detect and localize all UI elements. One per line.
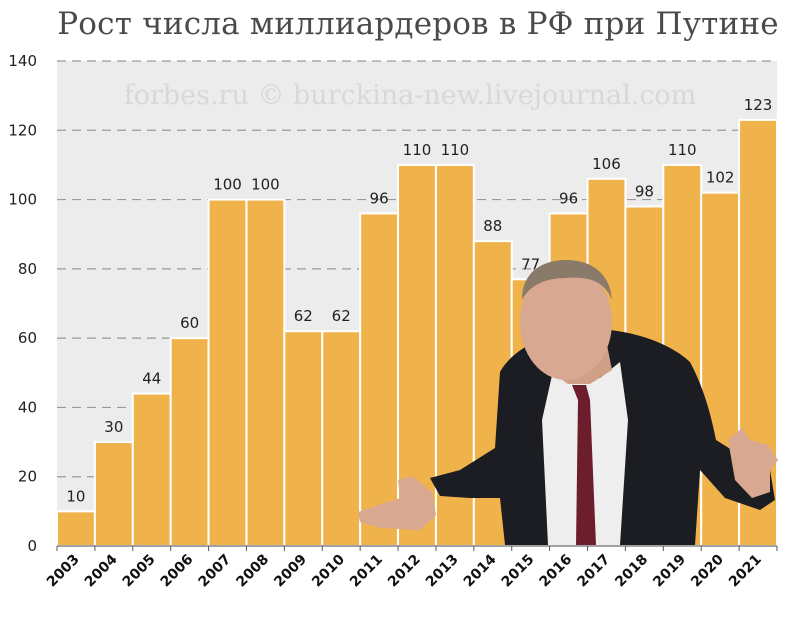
x-tick-label: 2013 xyxy=(423,552,462,591)
tie xyxy=(572,385,596,545)
x-tick-label: 2019 xyxy=(650,552,689,591)
bar xyxy=(131,392,172,548)
bar xyxy=(93,441,134,548)
bar xyxy=(359,212,400,548)
x-tick-label: 2008 xyxy=(233,552,272,591)
x-tick-label: 2012 xyxy=(385,552,424,591)
watermark-text: forbes.ru © burckina-new.livejournal.com xyxy=(124,80,697,111)
data-label: 110 xyxy=(403,141,432,159)
x-tick-label: 2006 xyxy=(158,552,197,591)
y-tick-label: 140 xyxy=(8,52,37,70)
data-label: 100 xyxy=(251,176,280,194)
y-tick-label: 100 xyxy=(8,191,37,209)
x-tick-label: 2014 xyxy=(461,551,500,590)
data-label: 96 xyxy=(370,189,389,207)
bar xyxy=(283,330,324,548)
data-label: 123 xyxy=(744,96,773,114)
x-tick-label: 2018 xyxy=(612,552,651,591)
data-labels-group: 10 30 44 60 100 100 62 62 96 110 110 88 77 96 106 98 110… xyxy=(66,96,772,505)
bar xyxy=(169,337,210,547)
data-label: 106 xyxy=(592,155,621,173)
data-label: 60 xyxy=(180,314,199,332)
y-tick-label: 40 xyxy=(18,398,37,416)
data-label: 30 xyxy=(104,418,123,436)
y-tick-label: 0 xyxy=(27,537,37,555)
data-label: 100 xyxy=(213,176,242,194)
person-photo xyxy=(358,260,778,545)
x-tick-label: 2020 xyxy=(688,551,727,590)
x-tick-label: 2007 xyxy=(195,552,234,591)
x-tick-label: 2010 xyxy=(309,551,348,590)
data-label: 44 xyxy=(142,370,161,388)
data-label: 96 xyxy=(559,189,578,207)
bar xyxy=(56,510,96,548)
y-tick-label: 80 xyxy=(18,260,37,278)
y-tick-label: 20 xyxy=(18,468,37,486)
x-tick-label: 2021 xyxy=(726,552,765,591)
bar xyxy=(321,330,362,548)
bar xyxy=(207,198,248,547)
x-tick-label: 2017 xyxy=(574,552,613,591)
bar xyxy=(245,198,286,547)
x-tick-label: 2009 xyxy=(271,552,310,591)
y-tick-label: 120 xyxy=(8,121,37,139)
hair xyxy=(522,260,612,300)
x-tick-label: 2005 xyxy=(120,552,159,591)
hand-left xyxy=(358,476,436,530)
data-label: 62 xyxy=(294,307,313,325)
x-tick-label: 2011 xyxy=(347,552,386,591)
data-label: 98 xyxy=(635,183,654,201)
data-label: 62 xyxy=(332,307,351,325)
data-label: 102 xyxy=(706,169,735,187)
chart-title: Рост числа миллиардеров в РФ при Путине xyxy=(57,6,779,42)
x-tick-label: 2015 xyxy=(499,552,538,591)
x-tick-label: 2003 xyxy=(44,552,83,591)
data-label: 110 xyxy=(441,141,470,159)
head xyxy=(520,264,612,380)
data-label: 77 xyxy=(521,255,540,273)
data-label: 10 xyxy=(66,487,85,505)
x-tick-label: 2016 xyxy=(537,552,576,591)
y-tick-label: 60 xyxy=(18,329,37,347)
data-label: 110 xyxy=(668,141,697,159)
hand-right xyxy=(728,428,778,498)
x-tick-label: 2004 xyxy=(82,551,121,590)
data-label: 88 xyxy=(483,217,502,235)
